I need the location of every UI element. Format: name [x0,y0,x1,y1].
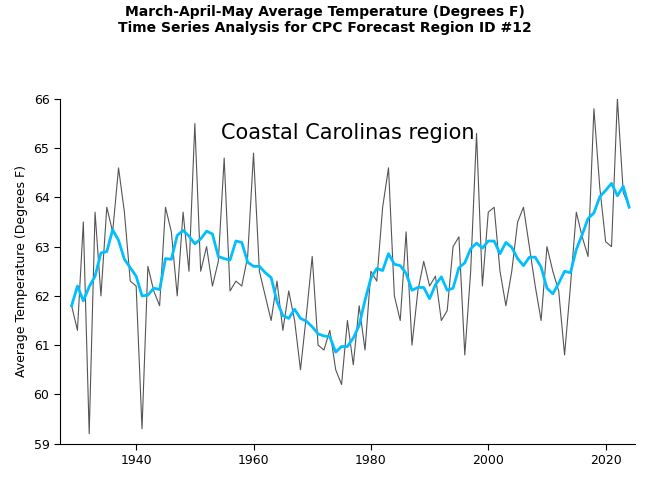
Text: Coastal Carolinas region: Coastal Carolinas region [220,123,474,143]
Y-axis label: Average Temperature (Degrees F): Average Temperature (Degrees F) [15,165,28,377]
Text: March-April-May Average Temperature (Degrees F)
Time Series Analysis for CPC For: March-April-May Average Temperature (Deg… [118,5,532,35]
